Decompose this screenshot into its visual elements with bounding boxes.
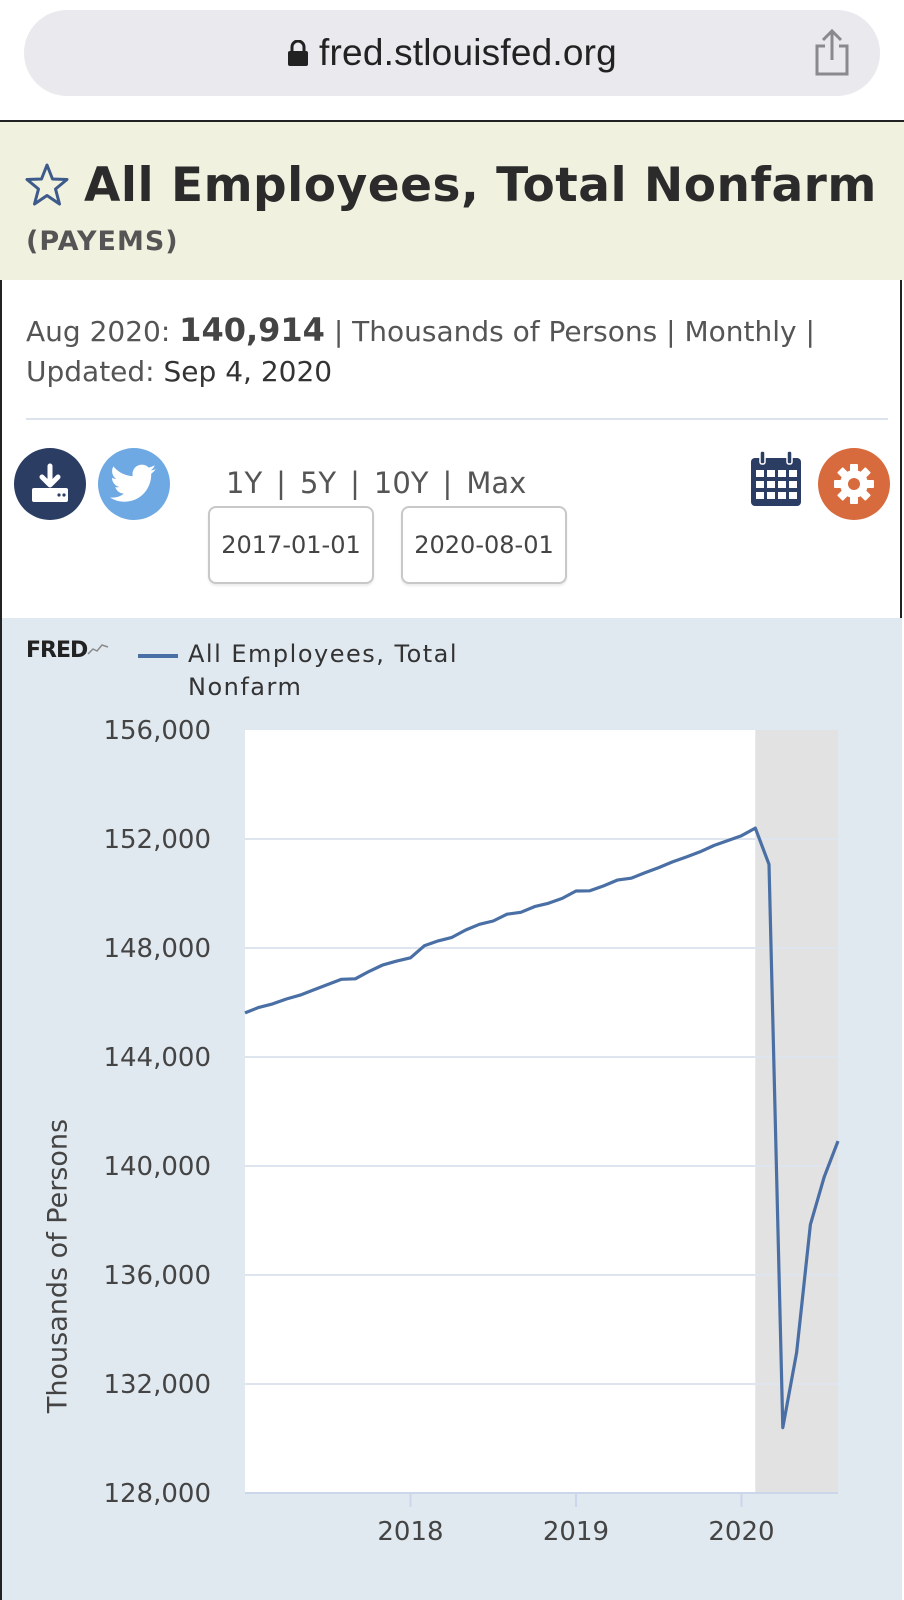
observation-value: 140,914: [179, 311, 325, 349]
twitter-icon: [110, 464, 156, 502]
x-tick-label: 2018: [377, 1517, 443, 1547]
legend-label: All Employees, Total Nonfarm: [188, 640, 459, 701]
divider: [26, 418, 888, 420]
updated-value: Sep 4, 2020: [163, 355, 333, 388]
y-tick-label: 136,000: [103, 1261, 211, 1291]
y-tick-label: 132,000: [103, 1370, 211, 1400]
y-tick-label: 128,000: [103, 1479, 211, 1509]
range-separator: |: [276, 466, 286, 500]
series-line: [244, 826, 840, 1430]
y-tick-label: 156,000: [103, 716, 211, 746]
units-frequency: | Thousands of Persons | Monthly |: [333, 315, 815, 348]
y-tick-label: 148,000: [103, 934, 211, 964]
series-meta: Aug 2020: 140,914 | Thousands of Persons…: [26, 310, 886, 392]
series-header: All Employees, Total Nonfarm (PAYEMS): [0, 120, 904, 280]
x-tick-label: 2019: [543, 1517, 609, 1547]
range-separator: |: [350, 466, 360, 500]
updated-label: Updated:: [26, 355, 155, 388]
download-button[interactable]: [14, 448, 86, 520]
legend-swatch: [138, 654, 178, 658]
settings-button[interactable]: [818, 448, 890, 520]
address-bar[interactable]: fred.stlouisfed.org: [24, 10, 880, 96]
start-date-input[interactable]: 2017-01-01: [208, 506, 374, 584]
range-max[interactable]: Max: [466, 466, 527, 500]
range-5y[interactable]: 5Y: [299, 466, 337, 500]
chart-panel: FRED All Employees, Total Nonfarm Thousa…: [2, 618, 902, 1600]
fred-logo: FRED: [26, 638, 109, 663]
recession-shading: [755, 730, 838, 1493]
page-title: All Employees, Total Nonfarm: [84, 158, 877, 213]
y-tick-label: 140,000: [103, 1152, 211, 1182]
end-date-input[interactable]: 2020-08-01: [401, 506, 567, 584]
calendar-icon[interactable]: [748, 450, 804, 508]
series-id: (PAYEMS): [26, 226, 179, 257]
url-text[interactable]: fred.stlouisfed.org: [319, 32, 617, 73]
download-icon: [32, 463, 68, 502]
x-tick-label: 2020: [708, 1517, 774, 1547]
y-tick-label: 152,000: [103, 825, 211, 855]
twitter-share-button[interactable]: [98, 448, 170, 520]
y-tick-label: 144,000: [103, 1043, 211, 1073]
line-chart[interactable]: 128,000 132,000 136,000 140,000 144,000 148,0…: [2, 618, 902, 1600]
lock-icon: [288, 40, 309, 66]
range-1y[interactable]: 1Y: [226, 466, 263, 500]
range-10y[interactable]: 10Y: [373, 466, 429, 500]
plot-area: [245, 730, 838, 1493]
star-outline-icon[interactable]: [24, 162, 70, 208]
date-range-shortcuts: 1Y | 5Y | 10Y | Max: [226, 466, 526, 500]
range-separator: |: [442, 466, 453, 500]
gear-icon: [834, 464, 874, 504]
share-icon[interactable]: [812, 28, 852, 78]
observation-label: Aug 2020:: [26, 315, 171, 348]
